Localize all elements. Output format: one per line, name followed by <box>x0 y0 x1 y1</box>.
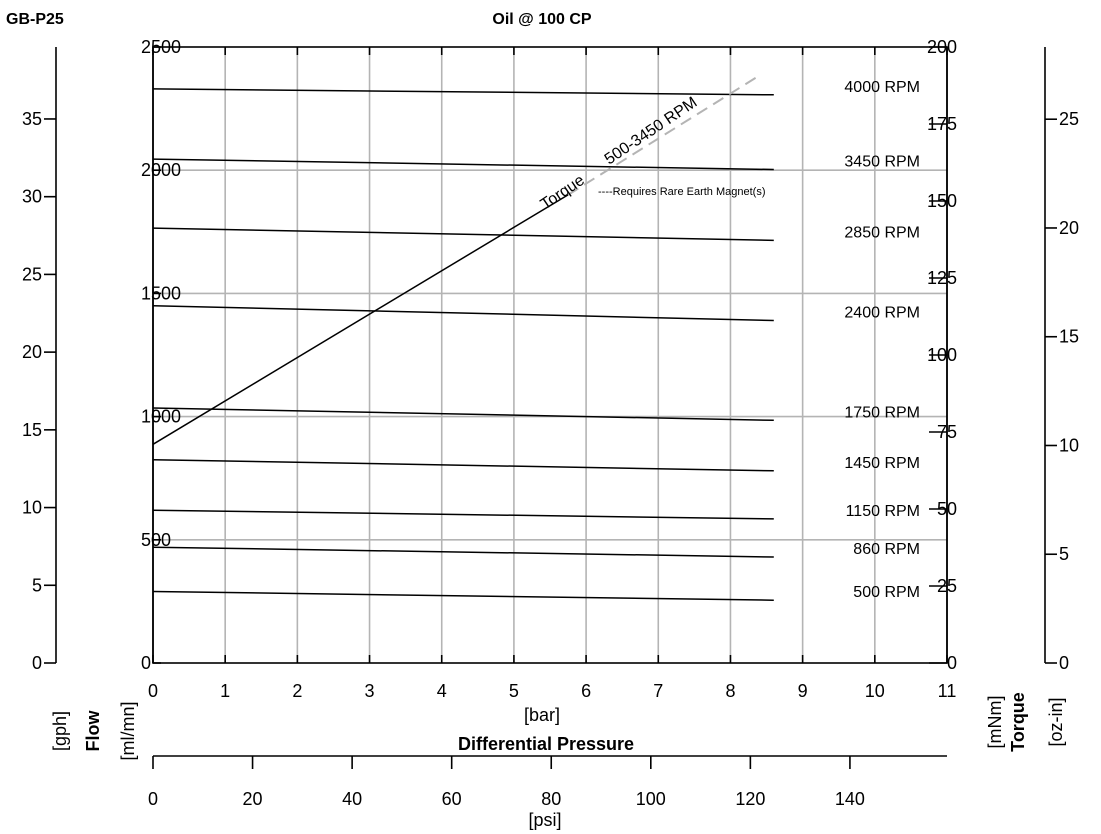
rpm-curve <box>152 590 774 601</box>
tick-label: 2 <box>292 681 302 701</box>
tick-label: 175 <box>927 114 957 134</box>
tick-label: 6 <box>581 681 591 701</box>
tick-label: 15 <box>22 420 42 440</box>
tick-label: 60 <box>442 789 462 809</box>
tick-label: 0 <box>32 653 42 673</box>
rpm-curve <box>152 546 774 558</box>
tick-label: 0 <box>148 789 158 809</box>
torque-line <box>152 194 569 445</box>
tick-label: 7 <box>653 681 663 701</box>
tick-label: 3 <box>365 681 375 701</box>
model-name: GB-P25 <box>6 11 64 28</box>
rpm-labels: 4000 RPM 3450 RPM 2850 RPM 2400 RPM 1750 RPM… <box>844 79 920 601</box>
tick-label: 0 <box>947 653 957 673</box>
tick-label: 2000 <box>141 160 181 180</box>
tick-label: 0 <box>148 681 158 701</box>
axis-psi: 0 20 40 60 80 100 120 140 <box>148 755 947 809</box>
tick-label: 100 <box>636 789 666 809</box>
rpm-label: 3450 RPM <box>844 153 920 170</box>
tick-label: 200 <box>927 37 957 57</box>
tick-label: 80 <box>541 789 561 809</box>
rpm-curve <box>152 158 774 171</box>
torque-rpm-range-label: 500-3450 RPM <box>602 94 701 168</box>
torque-line-rare-earth <box>567 76 757 196</box>
rare-earth-note: ----Requires Rare Earth Magnet(s) <box>598 186 766 198</box>
tick-label: 100 <box>927 345 957 365</box>
rpm-label: 1150 RPM <box>846 503 920 520</box>
tick-label: 0 <box>141 653 151 673</box>
plot-frame <box>152 46 948 664</box>
grid <box>153 47 947 663</box>
tick-label: 120 <box>735 789 765 809</box>
tick-label: 0 <box>1059 653 1069 673</box>
rpm-label: 4000 RPM <box>844 79 920 96</box>
tick-label: 50 <box>937 499 957 519</box>
tick-label: 20 <box>22 342 42 362</box>
tick-label: 150 <box>927 191 957 211</box>
tick-label: 10 <box>1059 435 1079 455</box>
tick-label: 25 <box>937 576 957 596</box>
rpm-curve <box>152 407 774 422</box>
rpm-label: 500 RPM <box>853 584 920 601</box>
ozin-unit-label: [oz-in] <box>1046 697 1066 746</box>
tick-label: 5 <box>1059 544 1069 564</box>
tick-label: 9 <box>798 681 808 701</box>
tick-label: 8 <box>725 681 735 701</box>
tick-label: 20 <box>243 789 263 809</box>
tick-label: 11 <box>938 681 957 701</box>
tick-label: 25 <box>22 264 42 284</box>
rpm-label: 1450 RPM <box>844 455 920 472</box>
psi-unit-label: [psi] <box>528 810 561 830</box>
tick-label: 125 <box>927 268 957 288</box>
axis-bar: 0 1 2 3 4 5 6 7 8 9 10 11 <box>148 47 956 701</box>
rpm-curve <box>152 88 774 96</box>
torque-caption: Torque <box>1008 692 1028 752</box>
axis-ml: 0 500 1000 1500 2000 2500 <box>141 37 181 673</box>
tick-label: 1 <box>220 681 230 701</box>
torque-label: Torque <box>538 172 588 214</box>
tick-label: 4 <box>437 681 447 701</box>
rpm-curve <box>152 509 774 520</box>
tick-label: 25 <box>1059 109 1079 129</box>
tick-label: 1000 <box>141 407 181 427</box>
rpm-curves <box>152 88 774 601</box>
rpm-curve <box>152 458 774 472</box>
tick-label: 2500 <box>141 37 181 57</box>
tick-label: 10 <box>865 681 885 701</box>
rpm-curve <box>152 227 774 242</box>
tick-label: 5 <box>32 575 42 595</box>
bar-unit-label: [bar] <box>524 705 560 725</box>
rpm-label: 2850 RPM <box>844 224 920 241</box>
chart-title: Oil @ 100 CP <box>492 11 592 28</box>
ml-unit-label: [ml/mn] <box>118 701 138 760</box>
rpm-label: 860 RPM <box>853 541 920 558</box>
tick-label: 40 <box>342 789 362 809</box>
axis-ozin: 0 5 10 15 20 25 <box>1044 47 1079 673</box>
rpm-label: 2400 RPM <box>844 305 920 322</box>
flow-caption: Flow <box>83 710 103 752</box>
rpm-curve <box>152 304 774 322</box>
rpm-label: 1750 RPM <box>844 404 920 421</box>
mnm-unit-label: [mNm] <box>985 696 1005 749</box>
gph-unit-label: [gph] <box>50 711 70 751</box>
tick-label: 15 <box>1059 327 1079 347</box>
axis-mnm: 0 25 50 75 100 125 150 175 200 <box>927 37 957 673</box>
tick-label: 1500 <box>141 283 181 303</box>
tick-label: 35 <box>22 109 42 129</box>
tick-label: 5 <box>509 681 519 701</box>
tick-label: 30 <box>22 187 42 207</box>
torque-curve <box>152 76 757 445</box>
pressure-caption: Differential Pressure <box>458 734 634 754</box>
tick-label: 500 <box>141 530 171 550</box>
axis-gph: 0 5 10 15 20 25 30 35 <box>22 47 57 673</box>
tick-label: 140 <box>835 789 865 809</box>
tick-label: 10 <box>22 498 42 518</box>
tick-label: 75 <box>937 422 957 442</box>
tick-label: 20 <box>1059 218 1079 238</box>
